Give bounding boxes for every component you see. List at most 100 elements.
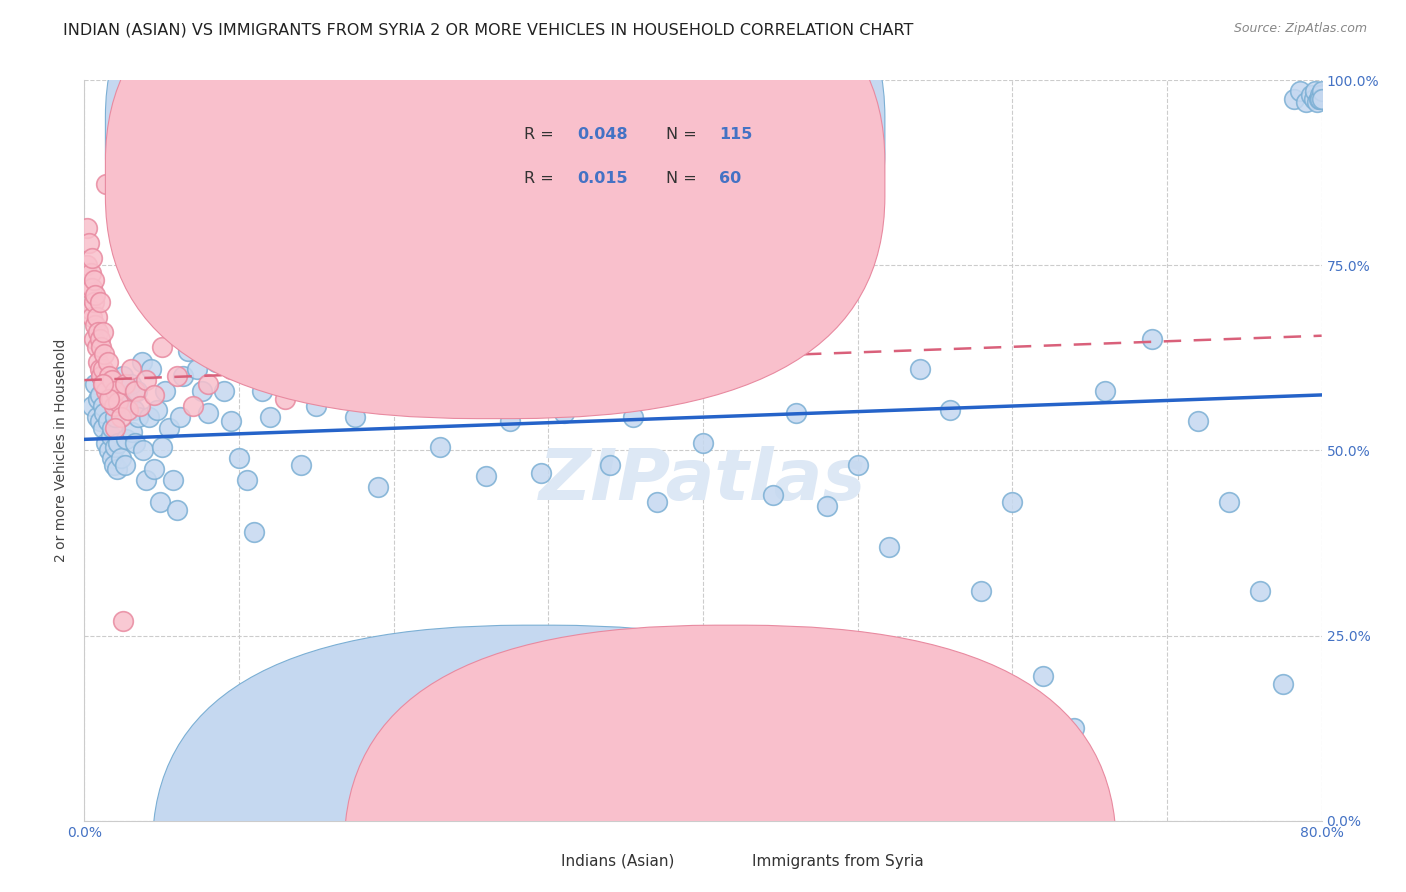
Point — [104, 440, 127, 454]
Point — [91, 325, 114, 339]
Point — [94, 384, 117, 399]
Point — [153, 384, 176, 399]
Point — [321, 362, 343, 376]
Point — [93, 376, 115, 391]
Point — [112, 399, 135, 413]
Point — [235, 473, 259, 487]
Point — [197, 376, 219, 391]
Point — [1187, 414, 1209, 428]
Text: 60: 60 — [718, 171, 741, 186]
Point — [131, 354, 153, 368]
Point — [599, 458, 621, 473]
Point — [91, 362, 114, 376]
Point — [1295, 95, 1317, 110]
Point — [79, 302, 101, 317]
Point — [82, 251, 104, 265]
Point — [110, 410, 132, 425]
Point — [103, 458, 125, 473]
Point — [1063, 721, 1085, 735]
Point — [82, 399, 104, 413]
Point — [429, 440, 451, 454]
Point — [82, 310, 104, 325]
Point — [499, 414, 522, 428]
Point — [89, 362, 111, 376]
Point — [877, 540, 900, 554]
Point — [89, 388, 111, 402]
Point — [76, 259, 98, 273]
Point — [191, 384, 214, 399]
Point — [110, 450, 132, 465]
Point — [762, 488, 785, 502]
FancyBboxPatch shape — [461, 106, 852, 213]
Point — [1302, 92, 1324, 106]
Point — [76, 221, 98, 235]
Point — [83, 273, 105, 287]
Point — [96, 384, 118, 399]
Point — [135, 373, 157, 387]
Point — [98, 369, 121, 384]
Point — [91, 421, 114, 435]
Point — [91, 399, 114, 413]
Point — [1309, 88, 1331, 103]
Point — [90, 369, 112, 384]
Point — [100, 428, 122, 442]
Point — [290, 458, 312, 473]
Point — [98, 392, 121, 406]
Point — [1282, 92, 1305, 106]
Point — [84, 288, 107, 302]
Point — [115, 433, 138, 447]
Point — [815, 499, 838, 513]
Point — [970, 584, 993, 599]
Point — [846, 458, 869, 473]
Point — [250, 384, 273, 399]
Point — [83, 332, 105, 346]
Point — [112, 614, 135, 628]
Point — [181, 325, 204, 339]
Point — [1032, 669, 1054, 683]
Point — [146, 402, 169, 417]
Point — [91, 376, 114, 391]
Point — [87, 392, 110, 406]
Point — [84, 318, 107, 332]
Point — [122, 402, 145, 417]
Point — [177, 343, 200, 358]
Point — [1310, 84, 1333, 98]
Point — [100, 392, 122, 406]
Point — [107, 436, 129, 450]
Point — [104, 410, 127, 425]
Point — [86, 410, 108, 425]
Point — [274, 392, 297, 406]
Point — [105, 462, 128, 476]
FancyBboxPatch shape — [105, 0, 884, 375]
Point — [367, 480, 389, 494]
Point — [101, 373, 124, 387]
Text: N =: N = — [666, 171, 702, 186]
Point — [149, 495, 172, 509]
Point — [1140, 332, 1163, 346]
Point — [98, 443, 121, 458]
Point — [124, 436, 146, 450]
Point — [785, 407, 807, 421]
Point — [162, 473, 184, 487]
Point — [205, 354, 228, 368]
Point — [429, 369, 451, 384]
Text: 0.048: 0.048 — [576, 127, 627, 142]
Point — [104, 421, 127, 435]
Point — [529, 466, 551, 480]
Point — [305, 373, 328, 387]
Point — [1289, 84, 1312, 98]
Point — [243, 524, 266, 539]
Point — [90, 340, 112, 354]
Point — [1218, 495, 1240, 509]
Point — [166, 502, 188, 516]
Point — [405, 384, 427, 399]
Text: 115: 115 — [718, 127, 752, 142]
Point — [79, 266, 101, 280]
Point — [1001, 495, 1024, 509]
Point — [1309, 92, 1331, 106]
Point — [1306, 95, 1329, 110]
Point — [169, 410, 191, 425]
Point — [93, 347, 115, 361]
Point — [132, 443, 155, 458]
Text: N =: N = — [666, 127, 702, 142]
